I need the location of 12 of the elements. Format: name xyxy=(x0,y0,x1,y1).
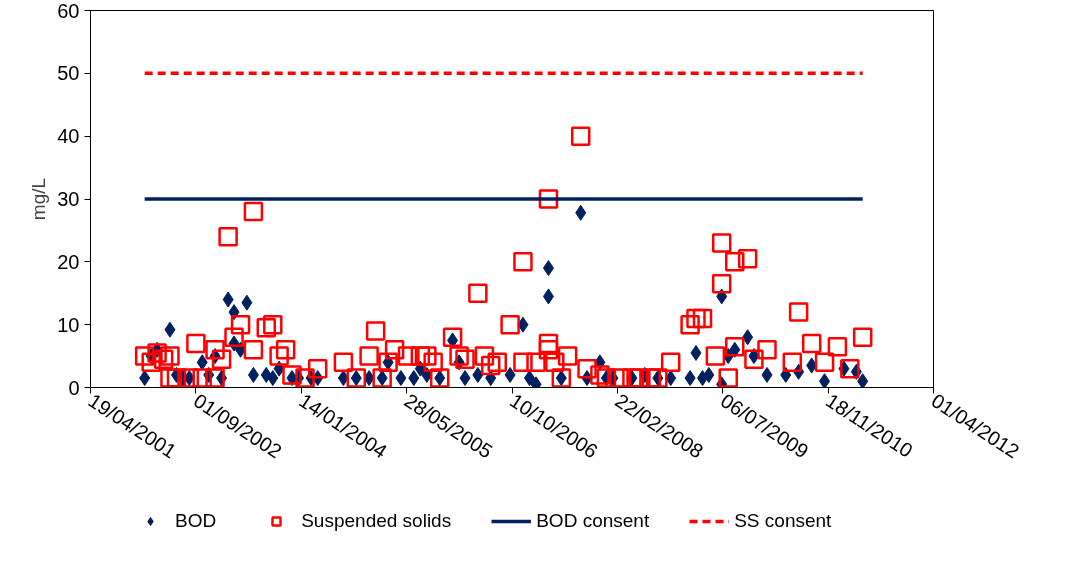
y-tick-label: 60 xyxy=(57,0,80,22)
legend-label: Suspended solids xyxy=(301,510,452,532)
y-tick-label: 40 xyxy=(57,125,80,148)
y-tick-label: 50 xyxy=(57,62,80,85)
legend-label: BOD consent xyxy=(536,510,650,532)
y-tick-label: 10 xyxy=(57,313,80,336)
legend-label: BOD xyxy=(175,510,217,532)
legend-label: SS consent xyxy=(734,510,832,532)
y-tick-label: 20 xyxy=(57,250,80,273)
y-tick-label: 30 xyxy=(57,188,80,210)
y-axis-title: mg/L xyxy=(28,177,50,221)
y-tick-label: 0 xyxy=(68,376,80,399)
